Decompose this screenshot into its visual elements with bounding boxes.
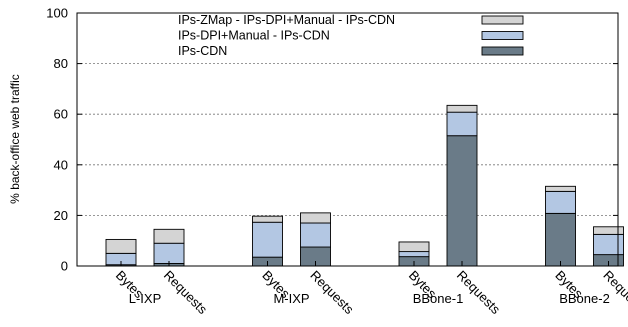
- legend-swatch: [481, 46, 524, 56]
- x-tick-label: Requests: [161, 268, 211, 318]
- bar-area: [105, 104, 624, 267]
- y-tick-label: 0: [61, 259, 68, 274]
- x-tick-label: Requests: [307, 268, 357, 318]
- legend: IPs-ZMap - IPs-DPI+Manual - IPs-CDN IPs-D…: [178, 13, 524, 58]
- bar-segment: [446, 104, 478, 113]
- legend-swatch: [481, 15, 524, 25]
- plot-frame: [76, 12, 619, 267]
- y-tick-label: 100: [46, 6, 68, 21]
- bar-segment: [153, 242, 185, 264]
- bar-segment: [446, 135, 478, 267]
- bar-segment: [105, 238, 137, 254]
- legend-label: IPs-DPI+Manual - IPs-CDN: [178, 29, 330, 43]
- y-tick-label: 80: [54, 56, 68, 71]
- y-tick-label: 20: [54, 208, 68, 223]
- grid-lines: [77, 63, 618, 216]
- bar-segment: [545, 185, 576, 192]
- y-tick-label: 60: [54, 107, 68, 122]
- bar-segment: [252, 221, 283, 258]
- bar-segment: [593, 233, 624, 256]
- bar-segment: [593, 226, 624, 235]
- bar-segment: [300, 212, 331, 224]
- legend-label: IPs-ZMap - IPs-DPI+Manual - IPs-CDN: [178, 13, 395, 27]
- bar-segment: [252, 215, 283, 223]
- group-label: L-IXP: [129, 291, 162, 306]
- y-tick-label: 40: [54, 157, 68, 172]
- y-axis-label: % back-office web traffic: [8, 74, 22, 204]
- bar-segment: [153, 228, 185, 244]
- bar-segment: [300, 222, 331, 248]
- bar-segment: [398, 241, 430, 253]
- bar-segment: [446, 111, 478, 137]
- group-label: M-IXP: [273, 291, 309, 306]
- bar-segment: [398, 251, 430, 258]
- legend-label: IPs-CDN: [178, 44, 227, 58]
- group-label: BBone-1: [413, 291, 464, 306]
- legend-swatch: [481, 31, 524, 40]
- group-label: BBone-2: [559, 291, 610, 306]
- bar-segment: [545, 190, 576, 214]
- bar-segment: [545, 212, 576, 267]
